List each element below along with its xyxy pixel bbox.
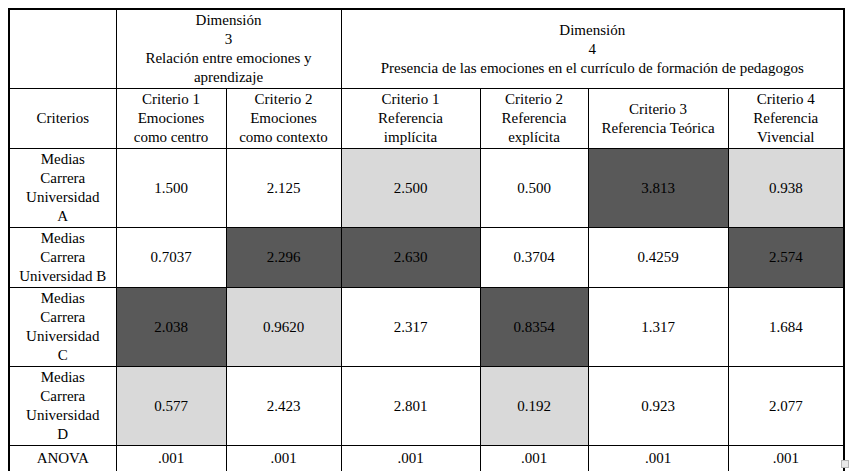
value-cell: 0.3704 [480, 228, 588, 288]
criteria-col-header-5: Criterio 3 Referencia Teórica [588, 89, 728, 149]
criteria-col-header-3: Criterio 1 Referencia implícita [341, 89, 480, 149]
value-cell: 1.500 [116, 149, 226, 228]
value-cell: 0.192 [480, 367, 588, 446]
value-cell: 0.8354 [480, 288, 588, 367]
value-cell: 0.9620 [226, 288, 341, 367]
dimension-4-name: Dimensión [345, 21, 841, 40]
table-row-anova: ANOVA .001 .001 .001 .001 .001 .001 [9, 446, 844, 471]
anova-value-cell: .001 [341, 446, 480, 471]
value-cell: 2.038 [116, 288, 226, 367]
criteria-header-row: Criterios Criterio 1 Emociones como cent… [9, 89, 844, 149]
value-cell: 0.500 [480, 149, 588, 228]
value-cell: 0.923 [588, 367, 728, 446]
dimension-4-header: Dimensión 4 Presencia de las emociones e… [341, 9, 844, 89]
table-row-university-d: Medias Carrera Universidad D 0.577 2.423… [9, 367, 844, 446]
anova-value-cell: .001 [226, 446, 341, 471]
table-row-university-c: Medias Carrera Universidad C 2.038 0.962… [9, 288, 844, 367]
anova-value-cell: .001 [480, 446, 588, 471]
anova-statistics-table: Dimensión 3 Relación entre emociones y a… [8, 8, 845, 471]
value-cell: 1.317 [588, 288, 728, 367]
criteria-col-header-6: Criterio 4 Referencia Vivencial [728, 89, 844, 149]
value-cell: 0.7037 [116, 228, 226, 288]
dimension-header-row: Dimensión 3 Relación entre emociones y a… [9, 9, 844, 89]
dimension-3-subtitle: Relación entre emociones y aprendizaje [120, 49, 338, 87]
criteria-col-header-1: Criterio 1 Emociones como centro [116, 89, 226, 149]
criteria-row-label: Criterios [9, 89, 116, 149]
value-cell: 2.801 [341, 367, 480, 446]
value-cell: 1.684 [728, 288, 844, 367]
row-label-university-d: Medias Carrera Universidad D [9, 367, 116, 446]
resize-handle-artifact [841, 460, 849, 468]
value-cell: 0.938 [728, 149, 844, 228]
dimension-3-number: 3 [120, 30, 338, 49]
value-cell: 2.500 [341, 149, 480, 228]
table-row-university-b: Medias Carrera Universidad B 0.7037 2.29… [9, 228, 844, 288]
anova-row-label: ANOVA [9, 446, 116, 471]
anova-value-cell: .001 [116, 446, 226, 471]
value-cell: 0.577 [116, 367, 226, 446]
criteria-col-header-2: Criterio 2 Emociones como contexto [226, 89, 341, 149]
row-label-university-b: Medias Carrera Universidad B [9, 228, 116, 288]
corner-cell [9, 9, 116, 89]
value-cell: 2.317 [341, 288, 480, 367]
table-row-university-a: Medias Carrera Universidad A 1.500 2.125… [9, 149, 844, 228]
anova-value-cell: .001 [728, 446, 844, 471]
value-cell: 2.296 [226, 228, 341, 288]
dimension-3-name: Dimensión [120, 11, 338, 30]
anova-value-cell: .001 [588, 446, 728, 471]
dimension-4-subtitle: Presencia de las emociones en el currícu… [345, 59, 841, 78]
value-cell: 2.125 [226, 149, 341, 228]
criteria-col-header-4: Criterio 2 Referencia explícita [480, 89, 588, 149]
value-cell: 2.423 [226, 367, 341, 446]
value-cell: 2.077 [728, 367, 844, 446]
value-cell: 2.630 [341, 228, 480, 288]
row-label-university-a: Medias Carrera Universidad A [9, 149, 116, 228]
value-cell: 0.4259 [588, 228, 728, 288]
value-cell: 3.813 [588, 149, 728, 228]
dimension-3-header: Dimensión 3 Relación entre emociones y a… [116, 9, 341, 89]
row-label-university-c: Medias Carrera Universidad C [9, 288, 116, 367]
dimension-4-number: 4 [345, 40, 841, 59]
value-cell: 2.574 [728, 228, 844, 288]
